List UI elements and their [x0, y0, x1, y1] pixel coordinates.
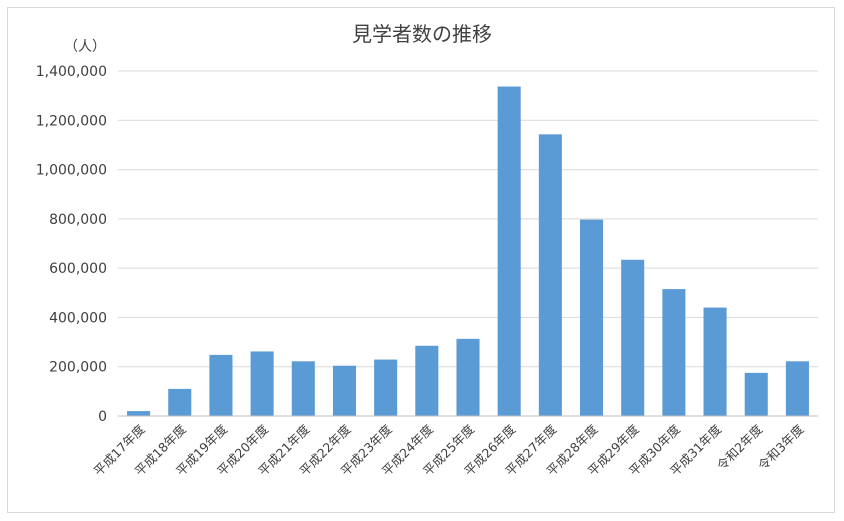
y-tick-label: 400,000 [49, 310, 107, 326]
bar [291, 361, 315, 416]
y-tick-label: 1,200,000 [36, 113, 107, 129]
bar [538, 134, 562, 416]
bar [127, 411, 151, 416]
bar [415, 345, 439, 416]
bar [785, 361, 809, 416]
bar [703, 307, 727, 416]
y-axis-unit: （人） [64, 39, 106, 55]
x-tick-label: 令和3年度 [755, 421, 807, 473]
bar [250, 351, 274, 416]
y-tick-label: 200,000 [49, 360, 107, 376]
bar [621, 259, 645, 416]
bar [744, 372, 768, 416]
bar [662, 289, 686, 416]
bar [332, 365, 356, 416]
bar [456, 338, 480, 416]
chart-title: 見学者数の推移 [352, 22, 492, 46]
bar [374, 359, 398, 416]
bar [209, 354, 233, 416]
bar [497, 86, 521, 417]
bar [580, 219, 604, 416]
y-tick-label: 1,000,000 [36, 163, 107, 179]
bar [168, 388, 192, 416]
chart-frame [7, 7, 835, 513]
y-tick-label: 1,400,000 [36, 64, 107, 80]
y-tick-label: 0 [98, 409, 107, 425]
y-tick-label: 600,000 [49, 261, 107, 277]
y-tick-label: 800,000 [49, 212, 107, 228]
